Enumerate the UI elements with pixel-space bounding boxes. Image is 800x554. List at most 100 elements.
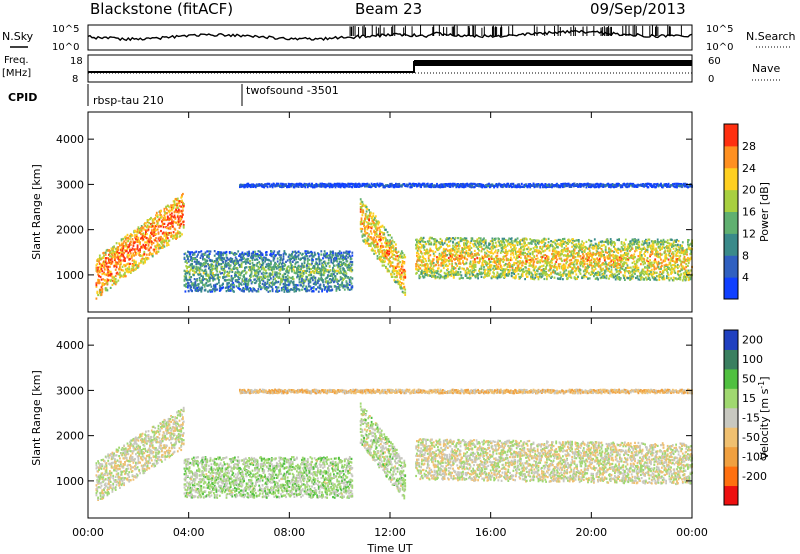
echo-cell bbox=[556, 266, 558, 269]
echo-cell bbox=[234, 264, 236, 267]
echo-cell bbox=[457, 242, 460, 245]
echo-cell bbox=[104, 251, 107, 254]
echo-cell bbox=[550, 272, 552, 275]
echo-cell bbox=[321, 277, 323, 281]
noise-tick-right-bottom: 10^0 bbox=[706, 42, 733, 53]
echo-cell bbox=[328, 264, 331, 267]
echo-cell bbox=[128, 244, 131, 247]
echo-cell bbox=[195, 265, 198, 268]
echo-cell bbox=[435, 246, 438, 249]
echo-cell bbox=[400, 284, 402, 287]
echo-cell bbox=[262, 274, 265, 277]
echo-cell bbox=[163, 214, 166, 217]
echo-cell bbox=[530, 242, 533, 245]
echo-cell bbox=[166, 218, 169, 221]
echo-cell bbox=[103, 273, 106, 276]
echo-cell bbox=[260, 275, 262, 279]
echo-cell bbox=[417, 268, 420, 271]
echo-cell bbox=[388, 270, 391, 273]
echo-cell bbox=[101, 272, 104, 276]
echo-cell bbox=[166, 226, 168, 230]
echo-cell bbox=[171, 222, 174, 225]
echo-cell bbox=[175, 221, 177, 224]
echo-cell bbox=[555, 254, 558, 257]
echo-cell bbox=[312, 290, 315, 293]
echo-cell bbox=[424, 266, 427, 269]
echo-cell bbox=[439, 243, 442, 246]
echo-cell bbox=[237, 250, 240, 253]
echo-cell bbox=[458, 244, 461, 248]
echo-cell bbox=[151, 252, 154, 255]
echo-cell bbox=[278, 253, 281, 256]
echo-cell bbox=[484, 255, 487, 258]
echo-cell bbox=[532, 258, 535, 261]
echo-cell bbox=[394, 249, 396, 252]
echo-cell bbox=[384, 260, 386, 263]
echo-cell bbox=[226, 282, 229, 285]
echo-cell bbox=[241, 278, 244, 281]
echo-cell bbox=[487, 246, 490, 249]
echo-cell bbox=[528, 270, 531, 274]
echo-cell bbox=[166, 233, 168, 236]
echo-cell bbox=[270, 255, 273, 258]
echo-cell bbox=[432, 270, 435, 273]
echo-cell bbox=[487, 270, 490, 273]
echo-cell bbox=[381, 264, 384, 267]
noise-left-label: N.Sky bbox=[2, 30, 34, 43]
echo-cell bbox=[269, 275, 271, 278]
echo-cell bbox=[185, 275, 188, 278]
echo-cell bbox=[312, 270, 314, 273]
echo-cell bbox=[385, 245, 387, 248]
echo-cell bbox=[494, 251, 496, 254]
echo-cell bbox=[344, 256, 347, 259]
echo-cell bbox=[114, 268, 117, 271]
echo-cell bbox=[440, 245, 443, 248]
echo-cell bbox=[155, 244, 158, 247]
echo-cell bbox=[197, 260, 200, 263]
echo-cell bbox=[505, 274, 508, 277]
echo-cell bbox=[417, 269, 420, 272]
echo-cell bbox=[364, 234, 366, 237]
echo-cell bbox=[425, 243, 427, 246]
echo-cell bbox=[265, 282, 268, 285]
echo-cell bbox=[97, 293, 99, 297]
echo-cell bbox=[404, 273, 407, 276]
echo-cell bbox=[182, 203, 185, 206]
echo-cell bbox=[184, 260, 187, 263]
echo-cell bbox=[521, 274, 524, 278]
echo-cell bbox=[545, 271, 547, 275]
echo-cell bbox=[496, 277, 499, 280]
echo-cell bbox=[494, 246, 496, 249]
echo-cell bbox=[162, 219, 165, 222]
echo-cell bbox=[365, 205, 368, 209]
echo-cell bbox=[109, 261, 111, 264]
echo-cell bbox=[176, 232, 179, 235]
echo-cell bbox=[261, 257, 264, 260]
echo-cell bbox=[195, 262, 198, 265]
echo-cell bbox=[306, 262, 309, 265]
echo-cell bbox=[139, 250, 141, 253]
echo-cell bbox=[238, 263, 240, 267]
echo-cell bbox=[243, 276, 245, 279]
echo-cell bbox=[126, 247, 129, 250]
echo-cell bbox=[425, 259, 427, 263]
echo-cell bbox=[112, 251, 115, 254]
echo-cell bbox=[131, 238, 134, 241]
echo-cell bbox=[366, 232, 369, 235]
echo-cell bbox=[233, 286, 235, 289]
echo-cell bbox=[497, 240, 500, 243]
echo-cell bbox=[562, 240, 565, 244]
echo-cell bbox=[489, 243, 491, 246]
echo-cell bbox=[333, 256, 336, 259]
echo-cell bbox=[286, 287, 289, 290]
echo-cell bbox=[492, 238, 495, 241]
echo-cell bbox=[210, 271, 213, 274]
echo-cell bbox=[164, 212, 167, 215]
echo-cell bbox=[549, 268, 552, 271]
echo-cell bbox=[213, 284, 215, 287]
echo-cell bbox=[542, 254, 545, 257]
echo-cell bbox=[359, 227, 362, 230]
echo-cell bbox=[396, 255, 399, 258]
echo-cell bbox=[368, 233, 370, 236]
echo-cell bbox=[307, 279, 310, 282]
